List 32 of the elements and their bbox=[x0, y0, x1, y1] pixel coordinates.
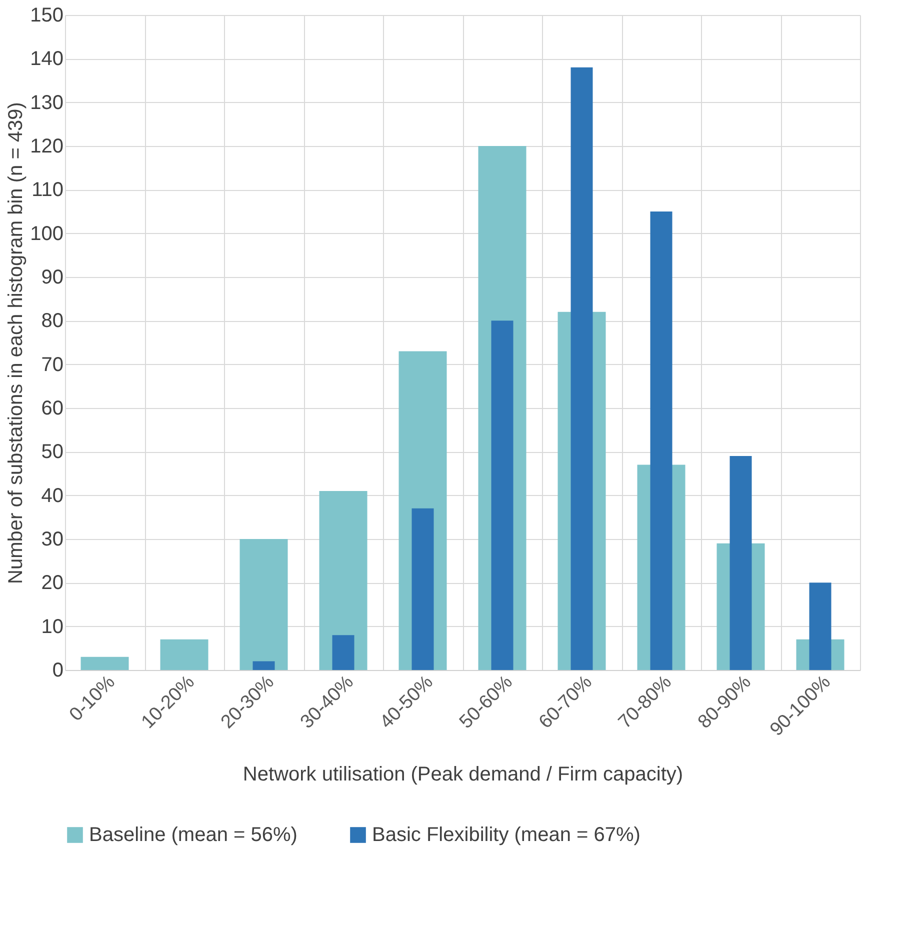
bar bbox=[160, 639, 208, 670]
bar bbox=[332, 635, 354, 670]
bar bbox=[730, 456, 752, 670]
bar bbox=[570, 67, 593, 670]
y-tick-label: 70 bbox=[41, 354, 64, 376]
bar bbox=[240, 539, 288, 670]
y-tick-label: 90 bbox=[41, 266, 64, 288]
y-tick-label: 100 bbox=[30, 222, 64, 245]
y-tick-label: 10 bbox=[41, 616, 64, 638]
x-axis-title: Network utilisation (Peak demand / Firm capacity) bbox=[242, 764, 684, 786]
y-tick-label: 80 bbox=[41, 310, 64, 332]
y-tick-label: 30 bbox=[41, 528, 64, 550]
y-tick-label: 110 bbox=[32, 179, 64, 202]
y-tick-label: 140 bbox=[30, 48, 64, 70]
y-tick-label: 60 bbox=[41, 398, 64, 420]
legend-label: Basic Flexibility (mean = 67%) bbox=[372, 824, 640, 846]
bar bbox=[809, 582, 832, 670]
bar bbox=[80, 656, 129, 670]
y-tick-label: 150 bbox=[30, 4, 64, 26]
y-tick-label: 50 bbox=[41, 441, 64, 464]
bar bbox=[650, 212, 672, 670]
y-tick-label: 120 bbox=[30, 136, 64, 158]
bar bbox=[319, 490, 368, 670]
legend-label: Baseline (mean = 56%) bbox=[89, 824, 298, 846]
y-tick-label: 130 bbox=[30, 92, 64, 114]
bar bbox=[412, 508, 434, 670]
bar bbox=[491, 320, 514, 670]
bar bbox=[252, 661, 275, 670]
y-tick-label: 20 bbox=[41, 572, 64, 594]
y-axis-title: Number of substations in each histogram bin (n = 439) bbox=[5, 102, 28, 584]
y-tick-label: 0 bbox=[52, 660, 64, 682]
y-tick-label: 40 bbox=[41, 484, 64, 507]
